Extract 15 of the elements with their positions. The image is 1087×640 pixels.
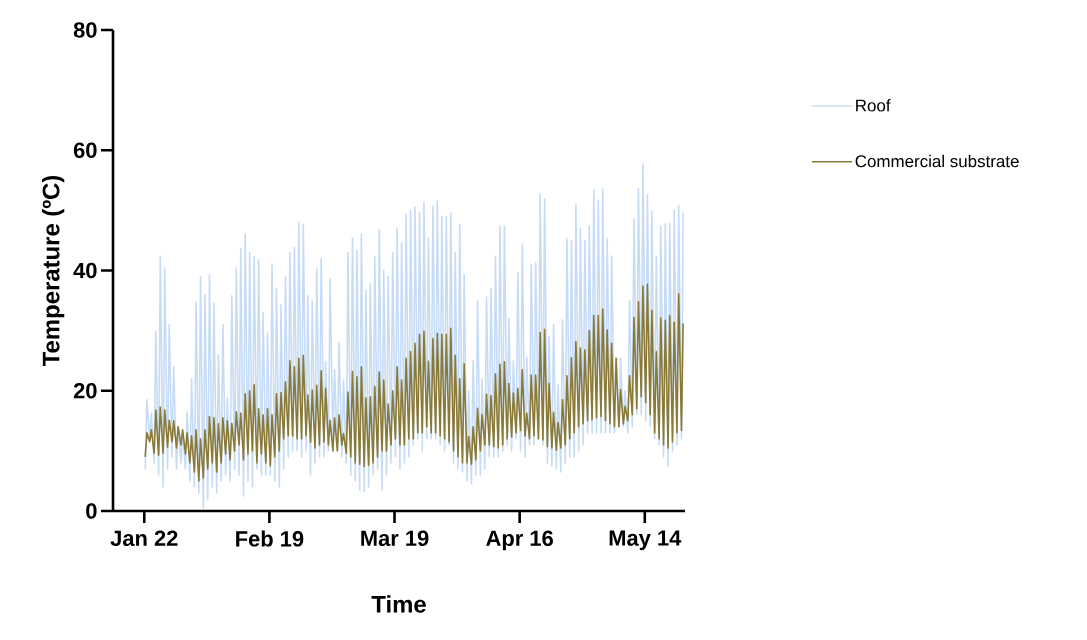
y-tick-label: 20 [73, 382, 97, 399]
legend-label: Commercial substrate [855, 154, 1019, 168]
y-tick-label: 0 [86, 503, 97, 519]
y-axis-title: Temperature (ºC) [41, 175, 65, 367]
x-tick-label: Mar 19 [361, 530, 429, 547]
line-series [144, 283, 684, 482]
y-tick-label: 60 [73, 142, 97, 159]
y-tick-label: 40 [73, 262, 97, 279]
legend-label: Roof [856, 99, 891, 112]
x-tick-label: May 14 [609, 530, 682, 551]
x-axis-title: Time [371, 595, 426, 613]
y-tick-label: 80 [73, 22, 97, 38]
x-tick-label: Feb 19 [236, 530, 304, 547]
x-tick-label: Apr 16 [486, 530, 553, 551]
x-tick-label: Jan 22 [110, 530, 178, 547]
